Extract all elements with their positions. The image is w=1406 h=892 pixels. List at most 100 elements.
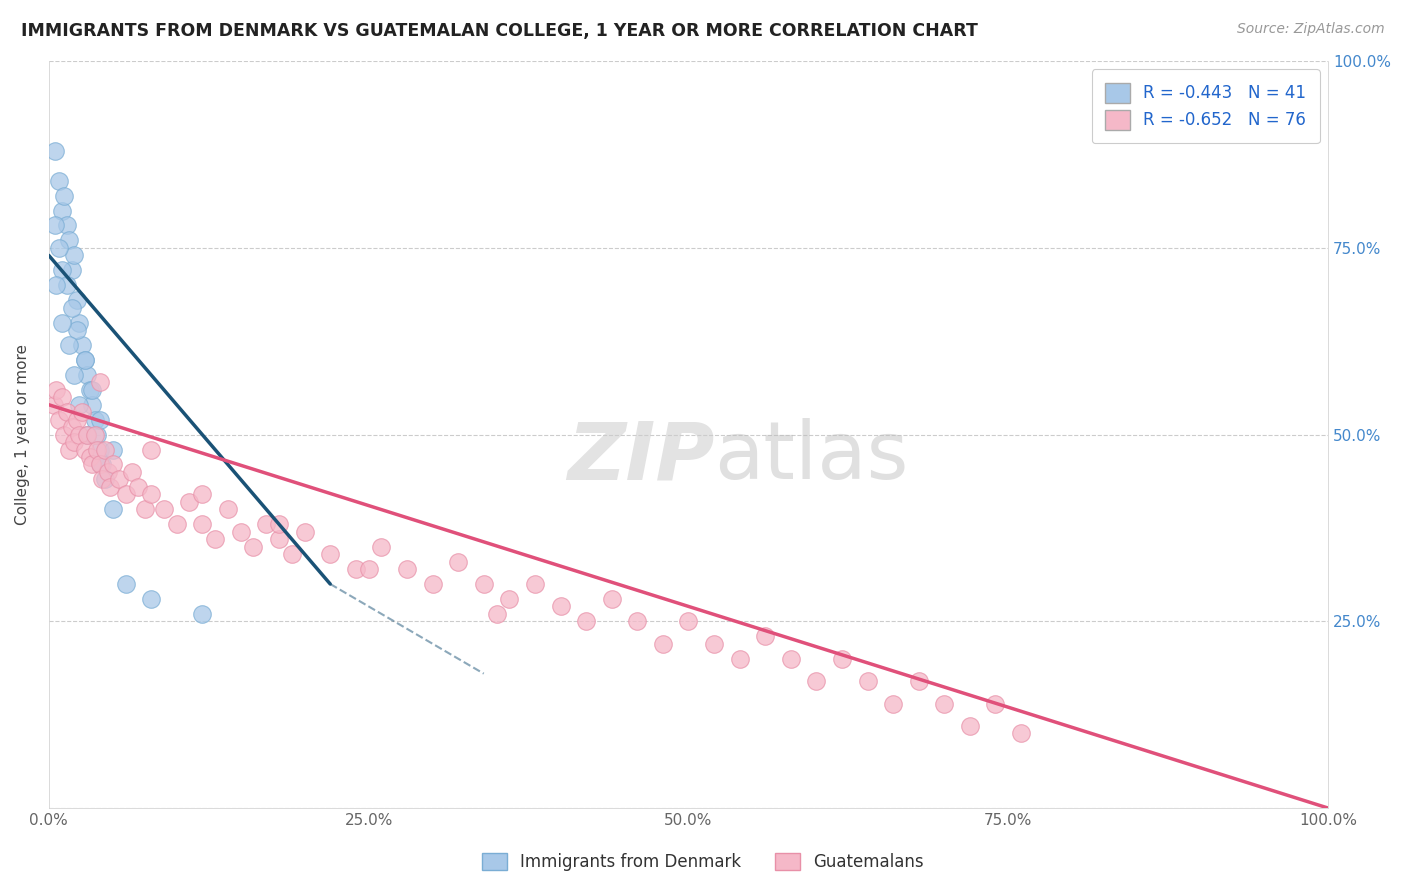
Point — [728, 651, 751, 665]
Point — [422, 577, 444, 591]
Point — [357, 562, 380, 576]
Point — [267, 532, 290, 546]
Point — [60, 301, 83, 315]
Point — [344, 562, 367, 576]
Point — [139, 591, 162, 606]
Point — [70, 405, 93, 419]
Point — [73, 352, 96, 367]
Point — [101, 502, 124, 516]
Point — [76, 427, 98, 442]
Point — [69, 316, 91, 330]
Point — [1010, 726, 1032, 740]
Point — [242, 540, 264, 554]
Legend: R = -0.443   N = 41, R = -0.652   N = 76: R = -0.443 N = 41, R = -0.652 N = 76 — [1092, 70, 1320, 144]
Point — [550, 599, 572, 614]
Point — [48, 174, 70, 188]
Point — [82, 383, 104, 397]
Point — [63, 248, 86, 262]
Point — [204, 532, 226, 546]
Point — [83, 427, 105, 442]
Point — [79, 450, 101, 464]
Text: ZIP: ZIP — [567, 418, 714, 496]
Point — [485, 607, 508, 621]
Point — [626, 615, 648, 629]
Point — [575, 615, 598, 629]
Point — [678, 615, 700, 629]
Point — [523, 577, 546, 591]
Point — [73, 442, 96, 457]
Point — [89, 412, 111, 426]
Point — [53, 427, 76, 442]
Point — [55, 278, 77, 293]
Point — [97, 465, 120, 479]
Point — [76, 427, 98, 442]
Point — [294, 524, 316, 539]
Point — [651, 637, 673, 651]
Point — [166, 517, 188, 532]
Y-axis label: College, 1 year or more: College, 1 year or more — [15, 344, 30, 525]
Point — [51, 316, 73, 330]
Point — [94, 442, 117, 457]
Point — [101, 458, 124, 472]
Point — [498, 591, 520, 606]
Point — [139, 487, 162, 501]
Point — [831, 651, 853, 665]
Point — [44, 144, 66, 158]
Point — [86, 442, 108, 457]
Point — [395, 562, 418, 576]
Point — [472, 577, 495, 591]
Point — [91, 458, 114, 472]
Point — [60, 420, 83, 434]
Point — [984, 697, 1007, 711]
Point — [51, 263, 73, 277]
Point — [191, 517, 214, 532]
Point — [134, 502, 156, 516]
Point — [63, 368, 86, 382]
Legend: Immigrants from Denmark, Guatemalans: Immigrants from Denmark, Guatemalans — [474, 845, 932, 880]
Point — [51, 203, 73, 218]
Point — [86, 427, 108, 442]
Point — [66, 323, 89, 337]
Point — [42, 398, 65, 412]
Point — [69, 398, 91, 412]
Point — [267, 517, 290, 532]
Point — [229, 524, 252, 539]
Point — [82, 398, 104, 412]
Point — [959, 719, 981, 733]
Point — [856, 674, 879, 689]
Point — [69, 427, 91, 442]
Point — [806, 674, 828, 689]
Point — [108, 472, 131, 486]
Point — [447, 555, 470, 569]
Point — [191, 607, 214, 621]
Point — [754, 629, 776, 643]
Point — [703, 637, 725, 651]
Point — [79, 383, 101, 397]
Point — [153, 502, 176, 516]
Point — [48, 412, 70, 426]
Point — [60, 263, 83, 277]
Point — [58, 442, 80, 457]
Point — [114, 487, 136, 501]
Point — [70, 338, 93, 352]
Point — [44, 219, 66, 233]
Point — [139, 442, 162, 457]
Point — [101, 442, 124, 457]
Point — [98, 480, 121, 494]
Point — [51, 390, 73, 404]
Point — [254, 517, 277, 532]
Text: Source: ZipAtlas.com: Source: ZipAtlas.com — [1237, 22, 1385, 37]
Point — [319, 547, 342, 561]
Point — [76, 368, 98, 382]
Point — [89, 376, 111, 390]
Point — [58, 338, 80, 352]
Point — [121, 465, 143, 479]
Point — [58, 234, 80, 248]
Point — [191, 487, 214, 501]
Point — [89, 442, 111, 457]
Point — [91, 472, 114, 486]
Point — [114, 577, 136, 591]
Point — [217, 502, 239, 516]
Point — [45, 278, 67, 293]
Point — [83, 412, 105, 426]
